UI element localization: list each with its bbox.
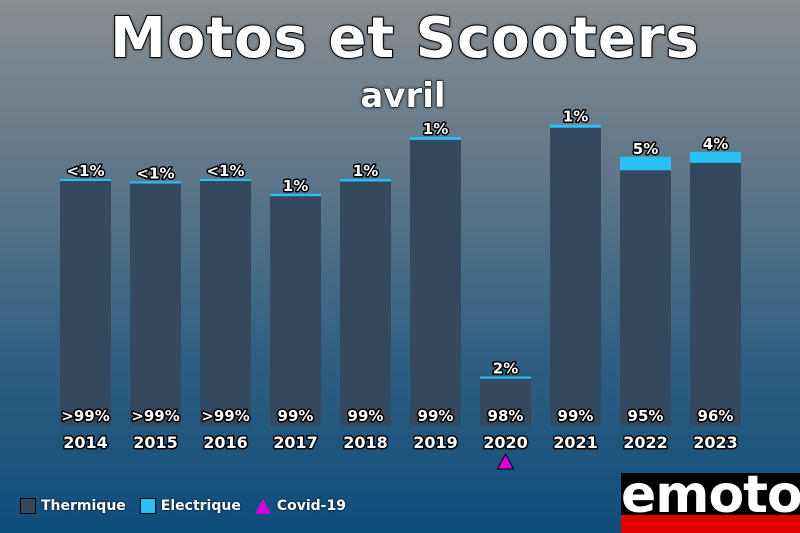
label-electrique-2015: <1%	[136, 164, 174, 182]
thermique-swatch	[20, 498, 36, 514]
bar-electrique-2017	[270, 193, 321, 197]
bar-thermique-2016	[200, 181, 251, 426]
bar-thermique-2015	[130, 183, 181, 426]
legend-label-electrique: Electrique	[160, 498, 241, 514]
label-electrique-2017: 1%	[283, 177, 308, 195]
x-tick-2014: 2014	[63, 433, 108, 452]
covid-triangle-icon	[254, 498, 271, 514]
bar-electrique-2014	[60, 179, 111, 181]
legend-item-thermique: Thermique	[20, 498, 126, 514]
label-electrique-2018: 1%	[353, 162, 378, 180]
label-electrique-2021: 1%	[563, 108, 588, 126]
bar-electrique-2021	[550, 124, 601, 128]
bar-thermique-2018	[340, 181, 391, 426]
label-thermique-2015: >99%	[131, 407, 179, 425]
legend-label-thermique: Thermique	[41, 498, 126, 514]
bar-electrique-2023	[690, 151, 741, 163]
label-electrique-2020: 2%	[493, 360, 518, 378]
label-electrique-2019: 1%	[423, 120, 448, 138]
bar-electrique-2018	[340, 179, 391, 182]
chart-title: Motos et Scooters	[109, 5, 700, 72]
bar-thermique-2017	[270, 196, 321, 426]
label-thermique-2019: 99%	[418, 407, 454, 425]
bar-thermique-2023	[690, 162, 741, 426]
label-electrique-2016: <1%	[206, 162, 244, 180]
bar-electrique-2015	[130, 181, 181, 184]
bar-thermique-2014	[60, 181, 111, 426]
legend-item-electrique: Electrique	[139, 498, 241, 514]
x-tick-2019: 2019	[413, 433, 458, 452]
legend-label-covid: Covid-19	[276, 498, 346, 514]
x-tick-2022: 2022	[623, 433, 668, 452]
x-tick-2020: 2020	[483, 433, 528, 452]
bar-electrique-2019	[410, 137, 461, 140]
x-tick-2018: 2018	[343, 433, 388, 452]
label-thermique-2020: 98%	[488, 407, 524, 425]
label-electrique-2014: <1%	[66, 162, 104, 180]
label-electrique-2022: 5%	[633, 140, 658, 158]
x-tick-2021: 2021	[553, 433, 598, 452]
bar-thermique-2022	[620, 170, 671, 426]
bar-electrique-2020	[480, 376, 531, 379]
bar-thermique-2020	[480, 378, 531, 426]
label-electrique-2023: 4%	[703, 135, 728, 153]
bar-electrique-2016	[200, 179, 251, 181]
covid-marker-2020	[496, 452, 515, 470]
legend-item-covid: Covid-19	[254, 498, 346, 514]
bar-electrique-2022	[620, 156, 671, 171]
chart-subtitle: avril	[360, 76, 446, 117]
x-tick-2015: 2015	[133, 433, 178, 452]
logo-wordmark: emoto	[621, 473, 800, 526]
x-tick-2016: 2016	[203, 433, 248, 452]
electrique-swatch	[139, 498, 156, 514]
label-thermique-2021: 99%	[558, 407, 594, 425]
logo-red-band	[621, 515, 800, 533]
legend: Thermique Electrique Covid-19	[20, 495, 360, 517]
label-thermique-2018: 99%	[348, 407, 384, 425]
label-thermique-2022: 95%	[628, 407, 664, 425]
bar-thermique-2021	[550, 127, 601, 426]
x-tick-2017: 2017	[273, 433, 318, 452]
label-thermique-2023: 96%	[698, 407, 734, 425]
emoto-logo[interactable]: emoto	[621, 473, 800, 533]
label-thermique-2016: >99%	[201, 407, 249, 425]
label-thermique-2017: 99%	[278, 407, 314, 425]
label-thermique-2014: >99%	[61, 407, 109, 425]
x-tick-2023: 2023	[693, 433, 738, 452]
bar-thermique-2019	[410, 139, 461, 426]
